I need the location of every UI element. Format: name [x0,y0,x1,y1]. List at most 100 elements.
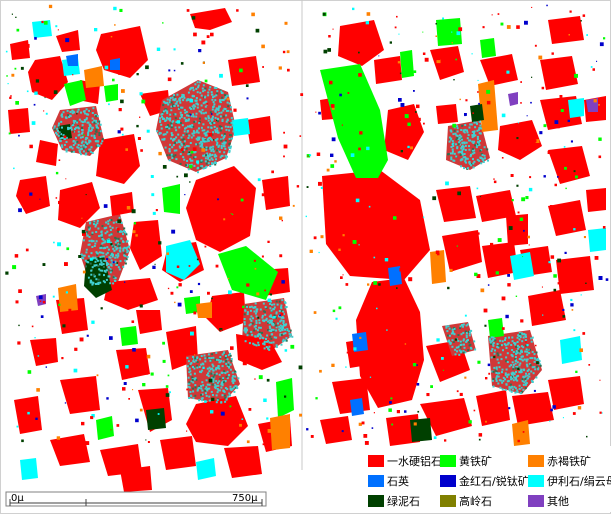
illite-speck [103,274,105,277]
illite-speck [447,325,450,328]
illite-speck [461,152,464,155]
illite-speck [162,104,165,107]
illite-speck [460,129,463,131]
illite-speck [255,344,258,347]
fine-particle [246,283,250,287]
fine-particle [474,258,476,260]
illite-speck [475,146,478,149]
fine-particle [517,439,520,443]
illite-speck [208,399,211,402]
fine-particle [422,31,424,33]
illite-speck [458,136,461,139]
illite-speck [494,369,497,372]
illite-speck [228,122,231,125]
fine-particle [445,181,449,186]
fine-particle [332,179,337,183]
illite-speck [207,137,210,140]
fine-particle [525,341,527,343]
illite-speck [534,368,537,371]
illite-speck [501,388,504,391]
illite-speck [201,369,204,372]
illite-speck [259,337,262,340]
pyrite-grain [480,38,496,58]
illite-speck [158,133,161,136]
illite-speck [191,376,194,379]
illite-speck [188,382,191,385]
illite-speck [204,388,207,391]
illite-speck [167,117,170,120]
illite-speck [272,323,275,325]
illite-speck [478,120,481,123]
illite-speck [95,119,98,122]
illite-speck [488,337,491,340]
illite-speck [268,329,271,332]
illite-speck [474,126,477,129]
illite-speck [177,107,180,110]
illite-speck [220,127,223,130]
illite-speck [116,256,119,259]
fine-particle [480,196,482,198]
illite-speck [204,117,207,120]
fine-particle [113,6,117,11]
illite-speck [468,145,470,148]
illite-speck [268,325,271,328]
fine-particle [601,412,603,414]
diaspore-grain [28,56,68,100]
illite-speck [471,130,474,133]
illite-speck [268,321,271,324]
legend-swatch-rutile [440,475,456,487]
fine-particle [520,102,522,104]
fine-particle [459,98,461,101]
illite-speck [57,124,60,127]
fine-particle [422,216,425,218]
fine-particle [422,52,426,55]
illite-speck [450,156,453,159]
illite-speck [197,131,200,134]
illite-speck [266,334,269,337]
illite-speck [469,162,472,165]
illite-speck [455,346,458,349]
illite-speck [187,137,190,139]
illite-speck [514,387,517,390]
illite-speck [195,378,198,381]
illite-speck [198,120,201,123]
illite-speck [114,256,117,259]
illite-speck [519,334,522,337]
illite-speck [226,101,229,104]
illite-speck [207,372,210,375]
illite-speck [170,122,173,125]
fine-particle [184,173,188,178]
fine-particle [15,101,19,105]
illite-speck [265,317,268,320]
fine-particle [6,75,8,77]
illite-speck [533,365,536,368]
illite-speck [212,101,215,104]
illite-speck [107,275,110,278]
illite-speck [164,133,167,136]
illite-speck [95,140,98,143]
illite-speck [451,140,454,143]
illite-speck [268,345,271,348]
illite-speck [73,111,76,114]
illite-speck [515,370,517,373]
illite-speck [181,144,184,147]
fine-particle [599,42,604,47]
illite-speck [90,252,93,255]
illite-speck [216,137,219,140]
illite-speck [165,126,168,129]
illite-speck [184,120,187,123]
illite-speck [184,111,187,114]
illite-speck [178,99,181,102]
illite-speck [182,134,185,137]
illite-speck [270,333,273,336]
fine-particle [82,231,86,236]
illite-speck [249,323,252,326]
illite-speck [273,306,276,309]
illite-speck [98,120,101,123]
illite-speck [92,257,95,260]
diaspore-grain [206,292,246,332]
illite-speck [170,101,173,104]
fine-particle [48,4,53,9]
illite-speck [456,134,459,137]
illite-speck [103,241,106,244]
